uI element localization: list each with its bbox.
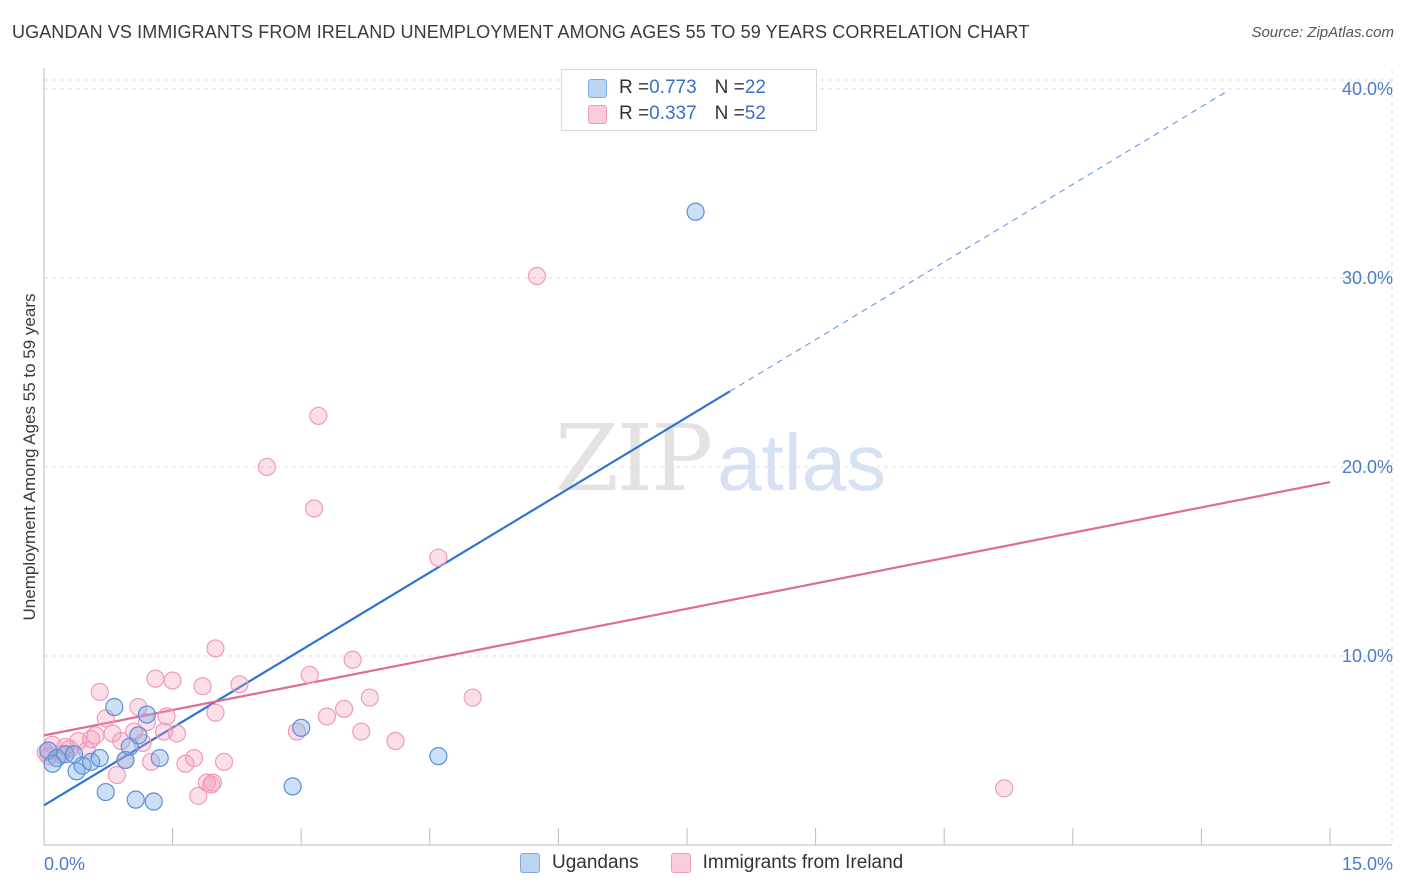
ugandans-trend (43, 90, 1228, 807)
ireland-point (527, 266, 547, 286)
ireland-point (193, 677, 212, 696)
ireland-point (386, 731, 405, 751)
ireland-point (343, 650, 362, 669)
legend-row-ireland: R = 0.337 N = 52 (588, 103, 766, 125)
ugandans-point (105, 697, 124, 717)
ugandans-swatch (520, 853, 540, 873)
ireland-point (206, 639, 225, 658)
ireland-point (142, 752, 161, 771)
series-legend: Ugandans Immigrants from Ireland (520, 852, 935, 874)
ugandans-point (283, 777, 302, 796)
legend-item-ireland: Immigrants from Ireland (670, 852, 904, 874)
ireland-point (352, 722, 371, 741)
ireland-swatch (588, 104, 607, 124)
ugandans-point (126, 790, 145, 809)
ugandans-point (137, 705, 156, 724)
ugandans-point (90, 748, 109, 768)
ireland-point (206, 703, 225, 722)
ireland-point (137, 713, 156, 732)
ireland-point (163, 671, 182, 690)
ugandans-swatch (588, 78, 607, 98)
r-label: R = (619, 103, 650, 124)
ugandans-point (686, 202, 705, 221)
correlation-legend: R = 0.773 N = 22 R = 0.337 N = 52 (561, 69, 817, 131)
ireland-point (360, 688, 379, 707)
ireland-points (36, 266, 1014, 805)
ugandans-point (82, 752, 101, 771)
ireland-swatch (670, 853, 691, 873)
r-value: 0.773 (649, 77, 697, 98)
grid-lines (44, 70, 1393, 845)
legend-label-ireland: Immigrants from Ireland (702, 852, 904, 873)
ireland-point (463, 688, 482, 707)
ireland-point (995, 779, 1014, 798)
r-label: R = (619, 77, 650, 98)
y-axis-label: Unemployment Among Ages 55 to 59 years (20, 294, 39, 621)
ugandans-point (150, 748, 169, 768)
legend-item-ugandans: Ugandans (520, 852, 639, 874)
ireland-point (317, 707, 337, 726)
ireland-point (334, 699, 354, 719)
ugandans-points (39, 202, 705, 811)
n-value: 22 (744, 77, 766, 98)
ireland-point (309, 406, 328, 426)
ugandans-point (96, 782, 115, 802)
legend-label-ugandans: Ugandans (552, 852, 639, 873)
ireland-trend (43, 480, 1331, 737)
ireland-point (429, 548, 448, 567)
y-tick-label: 30.0% (1342, 268, 1393, 288)
ireland-trend-line (43, 480, 1331, 737)
axes (43, 68, 1392, 846)
ireland-point (167, 724, 186, 743)
n-label: N = (714, 103, 745, 124)
ireland-point (214, 752, 234, 771)
x-tick-label: 15.0% (1342, 854, 1393, 874)
tick-labels: 10.0% 20.0% 30.0% 40.0% 0.0% 15.0% (44, 79, 1393, 874)
chart-title: UGANDAN VS IMMIGRANTS FROM IRELAND UNEMP… (12, 22, 1030, 42)
ireland-point (90, 682, 109, 701)
n-value: 52 (744, 103, 766, 124)
ireland-point (82, 730, 101, 749)
x-tick-label: 0.0% (44, 854, 85, 874)
r-value: 0.337 (649, 103, 697, 124)
legend-row-ugandans: R = 0.773 N = 22 (588, 77, 766, 99)
ugandans-point (292, 718, 311, 737)
ireland-point (189, 786, 208, 805)
ugandans-point (129, 726, 148, 745)
ireland-point (304, 499, 324, 518)
ireland-point (157, 707, 176, 726)
ireland-point (203, 773, 222, 792)
ireland-point (257, 457, 277, 477)
y-tick-label: 20.0% (1342, 457, 1393, 477)
y-tick-label: 10.0% (1342, 646, 1393, 666)
ugandans-trend-extension (729, 90, 1228, 392)
ireland-point (146, 669, 165, 688)
ugandans-trend-solid (43, 390, 731, 807)
ugandans-point (144, 792, 163, 811)
ireland-point (107, 765, 126, 785)
ireland-point (230, 675, 249, 694)
ugandans-point (64, 745, 84, 764)
ugandans-point (429, 747, 448, 766)
y-tick-label: 40.0% (1342, 79, 1393, 99)
ireland-point (300, 665, 319, 684)
ugandans-point (43, 754, 62, 773)
ireland-point (184, 748, 204, 768)
n-label: N = (714, 77, 745, 98)
source-label: Source: ZipAtlas.com (1251, 24, 1394, 41)
